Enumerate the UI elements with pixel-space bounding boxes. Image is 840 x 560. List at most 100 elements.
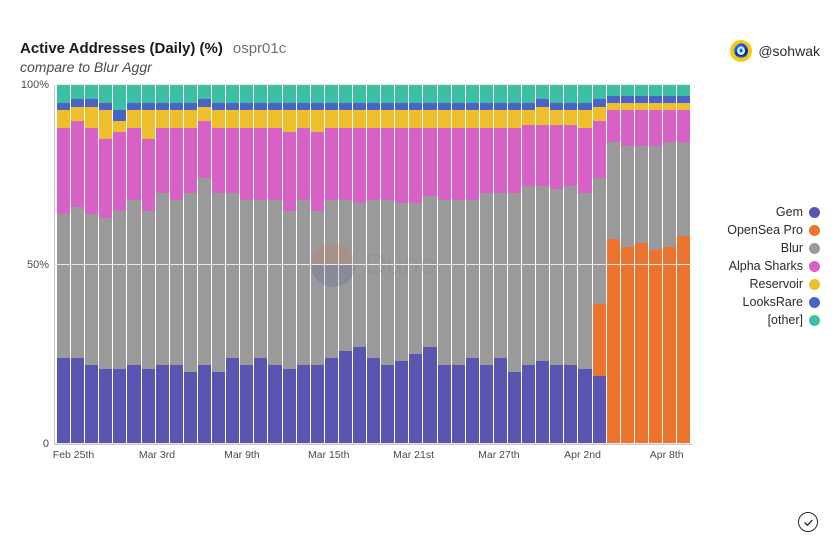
bar-column[interactable] — [423, 85, 436, 444]
bar-segment-gem — [99, 369, 112, 444]
bar-segment-reservoir — [240, 110, 253, 128]
bar-column[interactable] — [564, 85, 577, 444]
bar-column[interactable] — [578, 85, 591, 444]
bar-segment-gem — [311, 365, 324, 444]
bar-segment-gem — [423, 347, 436, 444]
bar-segment-alpha_sharks — [198, 121, 211, 178]
bar-column[interactable] — [677, 85, 690, 444]
bar-column[interactable] — [142, 85, 155, 444]
legend-item-other[interactable]: [other] — [710, 313, 820, 327]
bar-column[interactable] — [607, 85, 620, 444]
bar-segment-alpha_sharks — [184, 128, 197, 193]
bar-segment-blur — [423, 196, 436, 347]
bar-segment-looksrare — [663, 96, 676, 103]
bar-column[interactable] — [156, 85, 169, 444]
bar-segment-reservoir — [212, 110, 225, 128]
bar-segment-other — [85, 85, 98, 99]
bar-column[interactable] — [452, 85, 465, 444]
legend-item-gem[interactable]: Gem — [710, 205, 820, 219]
bar-segment-other — [593, 85, 606, 99]
bar-segment-other — [268, 85, 281, 103]
bar-segment-blur — [438, 200, 451, 365]
bar-segment-other — [254, 85, 267, 103]
bar-segment-reservoir — [663, 103, 676, 110]
x-tick-label: Mar 15th — [308, 449, 349, 461]
legend-item-alpha_sharks[interactable]: Alpha Sharks — [710, 259, 820, 273]
bar-column[interactable] — [593, 85, 606, 444]
bar-column[interactable] — [57, 85, 70, 444]
bar-column[interactable] — [367, 85, 380, 444]
bar-column[interactable] — [438, 85, 451, 444]
bar-column[interactable] — [466, 85, 479, 444]
bar-column[interactable] — [268, 85, 281, 444]
bar-segment-alpha_sharks — [593, 121, 606, 178]
bar-column[interactable] — [494, 85, 507, 444]
bar-segment-blur — [113, 211, 126, 369]
bar-segment-looksrare — [381, 103, 394, 110]
legend-swatch-icon — [809, 243, 820, 254]
bar-segment-looksrare — [480, 103, 493, 110]
bar-segment-other — [353, 85, 366, 103]
bar-column[interactable] — [240, 85, 253, 444]
chart-subtitle: compare to Blur Aggr — [20, 59, 286, 75]
bar-segment-alpha_sharks — [452, 128, 465, 200]
bar-column[interactable] — [311, 85, 324, 444]
bar-segment-alpha_sharks — [607, 110, 620, 142]
bar-segment-other — [663, 85, 676, 96]
bar-column[interactable] — [395, 85, 408, 444]
bar-column[interactable] — [536, 85, 549, 444]
bar-column[interactable] — [170, 85, 183, 444]
legend-item-looksrare[interactable]: LooksRare — [710, 295, 820, 309]
bar-segment-looksrare — [311, 103, 324, 110]
legend-item-opensea_pro[interactable]: OpenSea Pro — [710, 223, 820, 237]
bar-column[interactable] — [325, 85, 338, 444]
bars-container[interactable]: Dune 050%100% — [54, 85, 692, 445]
bar-segment-other — [438, 85, 451, 103]
bar-column[interactable] — [85, 85, 98, 444]
bar-segment-other — [156, 85, 169, 103]
bar-segment-reservoir — [184, 110, 197, 128]
bar-segment-gem — [409, 354, 422, 444]
verified-check-icon[interactable] — [798, 512, 818, 532]
bar-column[interactable] — [297, 85, 310, 444]
bar-segment-reservoir — [339, 110, 352, 128]
bar-column[interactable] — [184, 85, 197, 444]
bar-column[interactable] — [635, 85, 648, 444]
bar-column[interactable] — [283, 85, 296, 444]
bar-column[interactable] — [71, 85, 84, 444]
bar-column[interactable] — [353, 85, 366, 444]
bar-column[interactable] — [480, 85, 493, 444]
author-link[interactable]: 🧿 @sohwak — [730, 40, 820, 62]
bar-segment-gem — [466, 358, 479, 444]
bar-column[interactable] — [649, 85, 662, 444]
bar-segment-reservoir — [480, 110, 493, 128]
bar-column[interactable] — [198, 85, 211, 444]
bar-column[interactable] — [409, 85, 422, 444]
bar-column[interactable] — [663, 85, 676, 444]
bar-segment-blur — [268, 200, 281, 365]
bar-segment-reservoir — [649, 103, 662, 110]
bar-column[interactable] — [508, 85, 521, 444]
bar-segment-blur — [85, 214, 98, 365]
legend-swatch-icon — [809, 279, 820, 290]
bar-segment-blur — [226, 193, 239, 358]
bar-column[interactable] — [254, 85, 267, 444]
bar-segment-other — [170, 85, 183, 103]
bar-column[interactable] — [226, 85, 239, 444]
bar-column[interactable] — [550, 85, 563, 444]
bar-column[interactable] — [381, 85, 394, 444]
bar-column[interactable] — [621, 85, 634, 444]
bar-segment-looksrare — [71, 99, 84, 106]
legend-item-reservoir[interactable]: Reservoir — [710, 277, 820, 291]
bar-column[interactable] — [339, 85, 352, 444]
bar-segment-reservoir — [593, 107, 606, 121]
bar-column[interactable] — [522, 85, 535, 444]
bar-column[interactable] — [212, 85, 225, 444]
bar-column[interactable] — [127, 85, 140, 444]
bar-segment-gem — [85, 365, 98, 444]
legend-item-blur[interactable]: Blur — [710, 241, 820, 255]
bar-segment-other — [564, 85, 577, 103]
bar-segment-gem — [395, 361, 408, 444]
bar-column[interactable] — [113, 85, 126, 444]
bar-column[interactable] — [99, 85, 112, 444]
